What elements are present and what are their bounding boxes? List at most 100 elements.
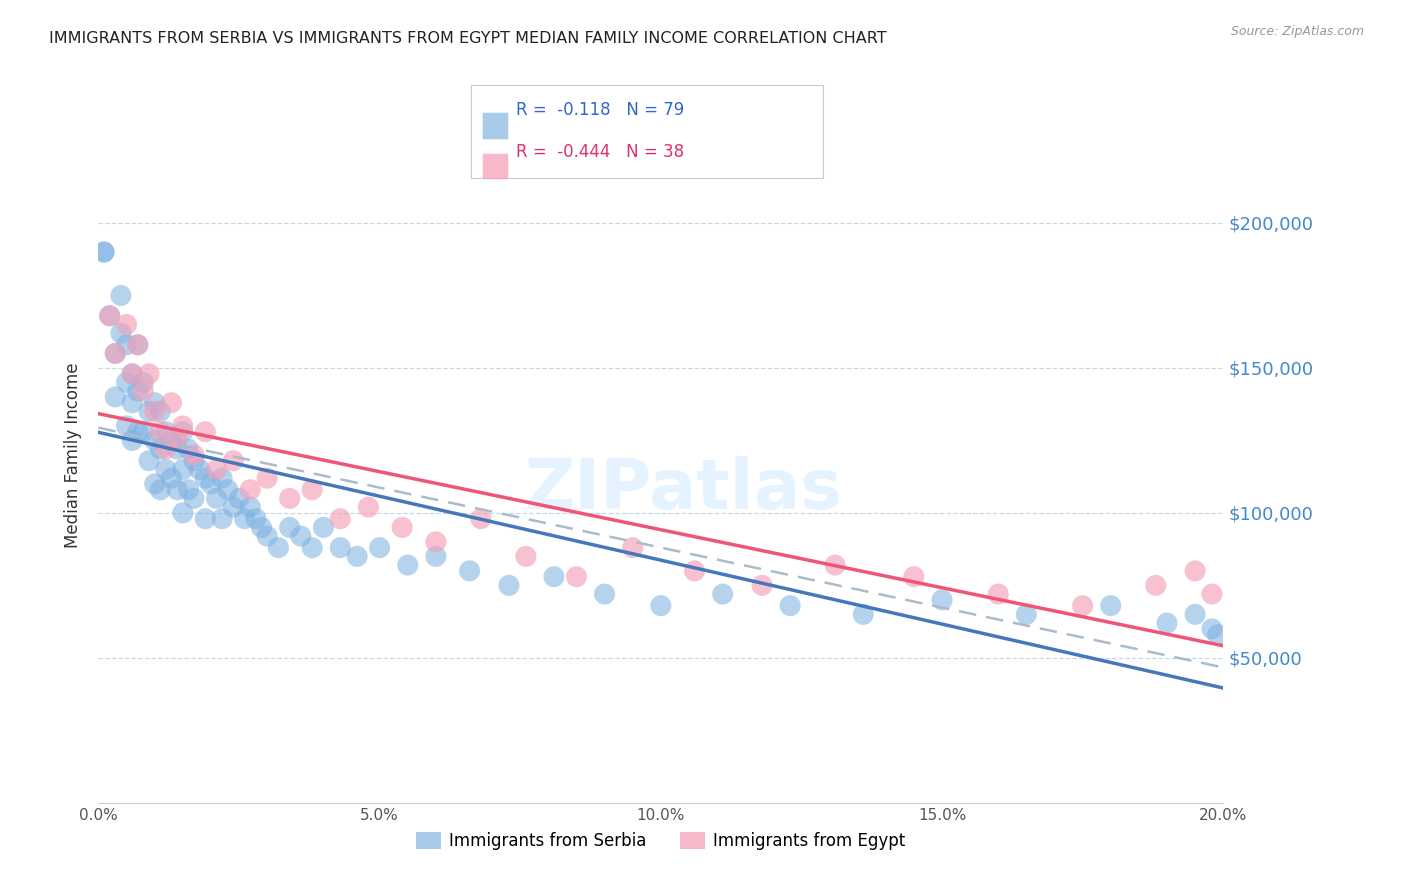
- Immigrants from Serbia: [149, 442, 172, 456]
- Immigrants from Egypt: [115, 318, 138, 332]
- Immigrants from Serbia: [1206, 628, 1229, 642]
- Text: R =  -0.118   N = 79: R = -0.118 N = 79: [516, 101, 685, 119]
- Immigrants from Serbia: [132, 425, 155, 439]
- Immigrants from Serbia: [172, 425, 194, 439]
- Immigrants from Serbia: [98, 309, 121, 323]
- Immigrants from Serbia: [127, 425, 149, 439]
- Immigrants from Serbia: [172, 506, 194, 520]
- Immigrants from Serbia: [200, 476, 222, 491]
- Immigrants from Egypt: [329, 511, 352, 525]
- Immigrants from Egypt: [160, 395, 183, 409]
- Immigrants from Egypt: [132, 384, 155, 398]
- Immigrants from Serbia: [143, 395, 166, 409]
- Immigrants from Serbia: [267, 541, 290, 555]
- Immigrants from Serbia: [278, 520, 301, 534]
- Immigrants from Serbia: [166, 442, 188, 456]
- Immigrants from Egypt: [824, 558, 846, 573]
- Legend: Immigrants from Serbia, Immigrants from Egypt: Immigrants from Serbia, Immigrants from …: [409, 826, 912, 857]
- Immigrants from Egypt: [1184, 564, 1206, 578]
- Immigrants from Egypt: [121, 367, 143, 381]
- Immigrants from Serbia: [217, 483, 239, 497]
- Immigrants from Serbia: [177, 442, 200, 456]
- Immigrants from Serbia: [155, 425, 177, 439]
- Immigrants from Serbia: [110, 288, 132, 302]
- Immigrants from Egypt: [515, 549, 537, 564]
- Immigrants from Serbia: [593, 587, 616, 601]
- Immigrants from Serbia: [1099, 599, 1122, 613]
- Immigrants from Serbia: [138, 404, 160, 418]
- Text: R =  -0.444   N = 38: R = -0.444 N = 38: [516, 143, 685, 161]
- Immigrants from Serbia: [1201, 622, 1223, 636]
- Immigrants from Egypt: [104, 346, 127, 360]
- Immigrants from Serbia: [290, 529, 312, 543]
- Immigrants from Serbia: [160, 471, 183, 485]
- Immigrants from Egypt: [239, 483, 262, 497]
- Immigrants from Egypt: [172, 418, 194, 433]
- Immigrants from Egypt: [425, 534, 447, 549]
- Text: Source: ZipAtlas.com: Source: ZipAtlas.com: [1230, 25, 1364, 38]
- Immigrants from Egypt: [256, 471, 278, 485]
- Immigrants from Serbia: [711, 587, 734, 601]
- Immigrants from Serbia: [138, 453, 160, 467]
- Immigrants from Serbia: [132, 376, 155, 390]
- Immigrants from Serbia: [115, 376, 138, 390]
- Text: IMMIGRANTS FROM SERBIA VS IMMIGRANTS FROM EGYPT MEDIAN FAMILY INCOME CORRELATION: IMMIGRANTS FROM SERBIA VS IMMIGRANTS FRO…: [49, 31, 887, 46]
- Immigrants from Egypt: [683, 564, 706, 578]
- Immigrants from Serbia: [329, 541, 352, 555]
- Immigrants from Serbia: [155, 462, 177, 476]
- Immigrants from Egypt: [127, 337, 149, 351]
- Y-axis label: Median Family Income: Median Family Income: [65, 362, 83, 548]
- Immigrants from Serbia: [177, 483, 200, 497]
- Immigrants from Serbia: [127, 384, 149, 398]
- Immigrants from Serbia: [1015, 607, 1038, 622]
- Immigrants from Serbia: [650, 599, 672, 613]
- Immigrants from Serbia: [852, 607, 875, 622]
- Immigrants from Serbia: [172, 462, 194, 476]
- Immigrants from Serbia: [245, 511, 267, 525]
- Immigrants from Serbia: [222, 500, 245, 514]
- Immigrants from Serbia: [149, 404, 172, 418]
- Immigrants from Serbia: [115, 418, 138, 433]
- Immigrants from Egypt: [751, 578, 773, 592]
- Immigrants from Serbia: [543, 570, 565, 584]
- Immigrants from Egypt: [1201, 587, 1223, 601]
- Immigrants from Egypt: [143, 404, 166, 418]
- Immigrants from Serbia: [312, 520, 335, 534]
- Immigrants from Serbia: [127, 337, 149, 351]
- Immigrants from Serbia: [194, 471, 217, 485]
- Immigrants from Serbia: [498, 578, 520, 592]
- Immigrants from Serbia: [93, 244, 115, 259]
- Immigrants from Egypt: [1144, 578, 1167, 592]
- Immigrants from Egypt: [166, 434, 188, 448]
- Immigrants from Serbia: [396, 558, 419, 573]
- Immigrants from Serbia: [183, 453, 205, 467]
- Immigrants from Egypt: [903, 570, 925, 584]
- Immigrants from Egypt: [278, 491, 301, 506]
- Immigrants from Egypt: [98, 309, 121, 323]
- Immigrants from Serbia: [931, 592, 953, 607]
- Immigrants from Serbia: [1184, 607, 1206, 622]
- Immigrants from Serbia: [368, 541, 391, 555]
- Immigrants from Serbia: [143, 476, 166, 491]
- Text: ZIPatlas: ZIPatlas: [524, 456, 842, 524]
- Immigrants from Egypt: [357, 500, 380, 514]
- Immigrants from Serbia: [211, 471, 233, 485]
- Immigrants from Serbia: [233, 511, 256, 525]
- Immigrants from Serbia: [121, 367, 143, 381]
- Immigrants from Serbia: [425, 549, 447, 564]
- Immigrants from Serbia: [228, 491, 250, 506]
- Immigrants from Serbia: [194, 511, 217, 525]
- Immigrants from Egypt: [149, 425, 172, 439]
- Immigrants from Serbia: [110, 326, 132, 340]
- Immigrants from Serbia: [93, 244, 115, 259]
- Immigrants from Egypt: [1071, 599, 1094, 613]
- Immigrants from Egypt: [183, 448, 205, 462]
- Immigrants from Egypt: [155, 442, 177, 456]
- Immigrants from Serbia: [205, 491, 228, 506]
- Immigrants from Egypt: [565, 570, 588, 584]
- Immigrants from Egypt: [301, 483, 323, 497]
- Immigrants from Egypt: [470, 511, 492, 525]
- Immigrants from Serbia: [160, 434, 183, 448]
- Immigrants from Serbia: [166, 483, 188, 497]
- Immigrants from Egypt: [621, 541, 644, 555]
